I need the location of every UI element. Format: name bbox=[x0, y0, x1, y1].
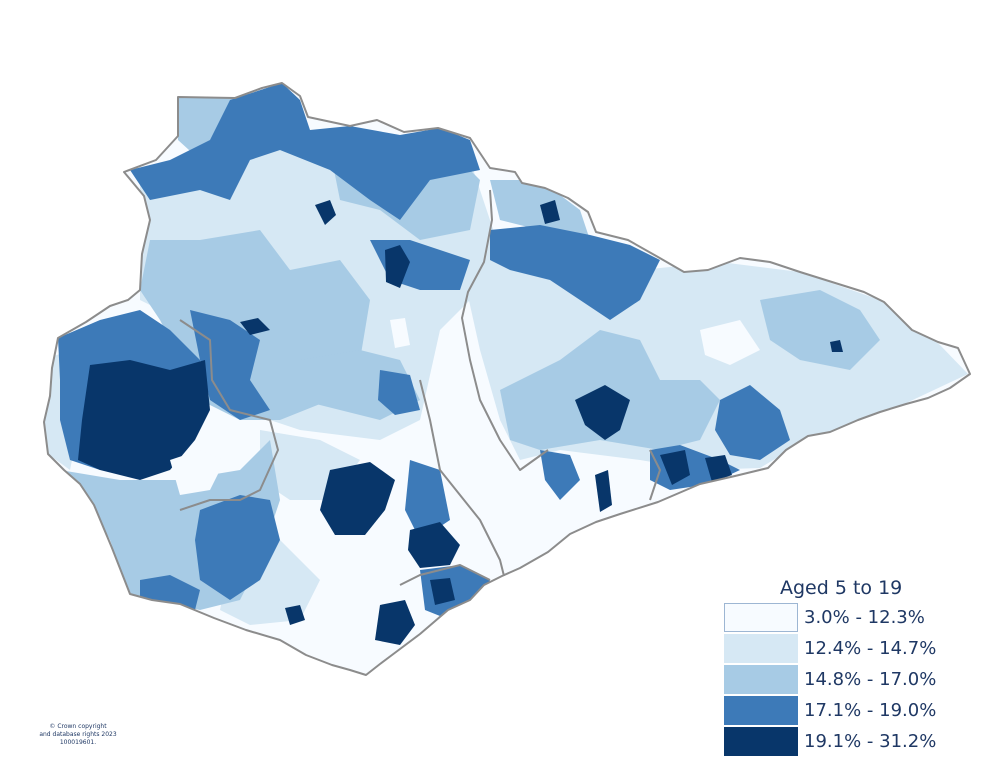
region-small-east-darkest bbox=[830, 340, 843, 352]
legend-swatch bbox=[724, 634, 798, 663]
region-ne-mid bbox=[490, 180, 590, 240]
legend-label: 17.1% - 19.0% bbox=[804, 700, 937, 721]
copyright-notice: © Crown copyright and database rights 20… bbox=[30, 723, 126, 747]
region-ne-dark bbox=[490, 225, 660, 320]
legend-item: 17.1% - 19.0% bbox=[724, 695, 954, 726]
legend-label: 19.1% - 31.2% bbox=[804, 731, 937, 752]
region-east-coast-darkest bbox=[660, 450, 690, 485]
copyright-line: and database rights 2023 bbox=[39, 731, 117, 738]
county-area bbox=[43, 82, 971, 676]
region-central-south-dark bbox=[405, 460, 450, 540]
region-central-west-dark bbox=[190, 310, 270, 420]
copyright-line: © Crown copyright bbox=[49, 723, 107, 730]
legend-title: Aged 5 to 19 bbox=[780, 577, 903, 599]
legend-swatch bbox=[724, 727, 798, 756]
legend-swatch bbox=[724, 603, 798, 632]
region-east-enclave-light bbox=[700, 320, 760, 365]
district-boundaries bbox=[43, 82, 971, 676]
legend-swatch bbox=[724, 665, 798, 694]
region-south-central-darkest bbox=[408, 522, 460, 568]
region-ne-town-darkest bbox=[540, 200, 560, 224]
region-south-coast-dark bbox=[540, 450, 580, 500]
region-center-enclave-light bbox=[390, 318, 410, 348]
region-south-town-darkest bbox=[430, 578, 455, 605]
region-central-darkest bbox=[320, 462, 395, 535]
region-east-coast-mid bbox=[760, 290, 880, 370]
copyright-line: 100019601. bbox=[59, 739, 97, 746]
region-north-darkest bbox=[385, 245, 410, 288]
region-southwest-dark bbox=[195, 495, 280, 600]
region-west-enclave-light bbox=[170, 450, 225, 495]
region-west-small-darkest bbox=[240, 318, 270, 335]
region-sw-small-darkest bbox=[285, 605, 305, 625]
region-east-coast-darkest-2 bbox=[705, 455, 732, 482]
region-east-inner-dark bbox=[715, 385, 790, 460]
legend-item: 19.1% - 31.2% bbox=[724, 726, 954, 757]
legend-item: 3.0% - 12.3% bbox=[724, 602, 954, 633]
region-west-darkest bbox=[78, 360, 210, 480]
legend-label: 12.4% - 14.7% bbox=[804, 638, 937, 659]
region-south-darkest bbox=[375, 600, 415, 645]
legend-item: 14.8% - 17.0% bbox=[724, 664, 954, 695]
legend-label: 3.0% - 12.3% bbox=[804, 607, 925, 628]
region-north-dark bbox=[130, 83, 480, 220]
map-legend: Aged 5 to 19 3.0% - 12.3% 12.4% - 14.7% … bbox=[724, 574, 954, 757]
region-east-darkest bbox=[575, 385, 630, 440]
legend-item: 12.4% - 14.7% bbox=[724, 633, 954, 664]
legend-swatch bbox=[724, 696, 798, 725]
region-center-mid-dark bbox=[378, 370, 420, 415]
region-coast-town-darkest bbox=[595, 470, 612, 512]
legend-label: 14.8% - 17.0% bbox=[804, 669, 937, 690]
region-small-north-darkest bbox=[315, 200, 336, 225]
